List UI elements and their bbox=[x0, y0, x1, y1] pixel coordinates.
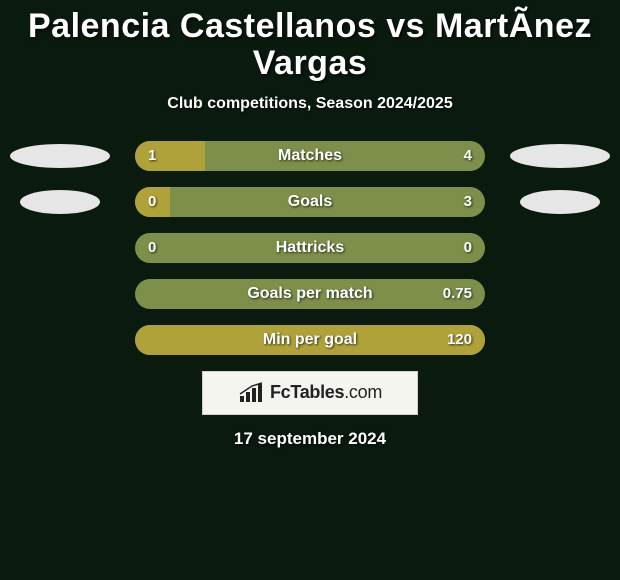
stat-value-right: 0.75 bbox=[443, 279, 472, 309]
stat-metric-label: Hattricks bbox=[135, 233, 485, 263]
stat-value-right: 0 bbox=[464, 233, 472, 263]
branding-chart-icon bbox=[238, 382, 264, 404]
stat-value-right: 3 bbox=[464, 187, 472, 217]
stat-metric-label: Goals per match bbox=[135, 279, 485, 309]
player1-marker bbox=[20, 190, 100, 214]
stat-row: 0 Goals 3 bbox=[0, 187, 620, 217]
stat-metric-label: Goals bbox=[135, 187, 485, 217]
stat-metric-label: Min per goal bbox=[135, 325, 485, 355]
branding-text-light: .com bbox=[344, 382, 382, 402]
player2-marker bbox=[510, 144, 610, 168]
player2-marker bbox=[520, 190, 600, 214]
player1-marker bbox=[10, 144, 110, 168]
stat-row: 0 Hattricks 0 bbox=[0, 233, 620, 263]
stat-metric-label: Matches bbox=[135, 141, 485, 171]
stat-row: 1 Matches 4 bbox=[0, 141, 620, 171]
stat-row: Min per goal 120 bbox=[0, 325, 620, 355]
branding-text: FcTables.com bbox=[270, 382, 382, 403]
stat-rows: 1 Matches 4 0 Goals 3 0 Hattricks 0 bbox=[0, 141, 620, 355]
branding-text-bold: FcTables bbox=[270, 382, 344, 402]
date-label: 17 september 2024 bbox=[0, 429, 620, 449]
subtitle: Club competitions, Season 2024/2025 bbox=[0, 95, 620, 113]
stat-value-right: 120 bbox=[447, 325, 472, 355]
stat-value-right: 4 bbox=[464, 141, 472, 171]
page-title: Palencia Castellanos vs MartÃ­nez Vargas bbox=[0, 6, 620, 87]
branding-box: FcTables.com bbox=[202, 371, 418, 415]
stat-row: Goals per match 0.75 bbox=[0, 279, 620, 309]
comparison-infographic: Palencia Castellanos vs MartÃ­nez Vargas… bbox=[0, 0, 620, 580]
